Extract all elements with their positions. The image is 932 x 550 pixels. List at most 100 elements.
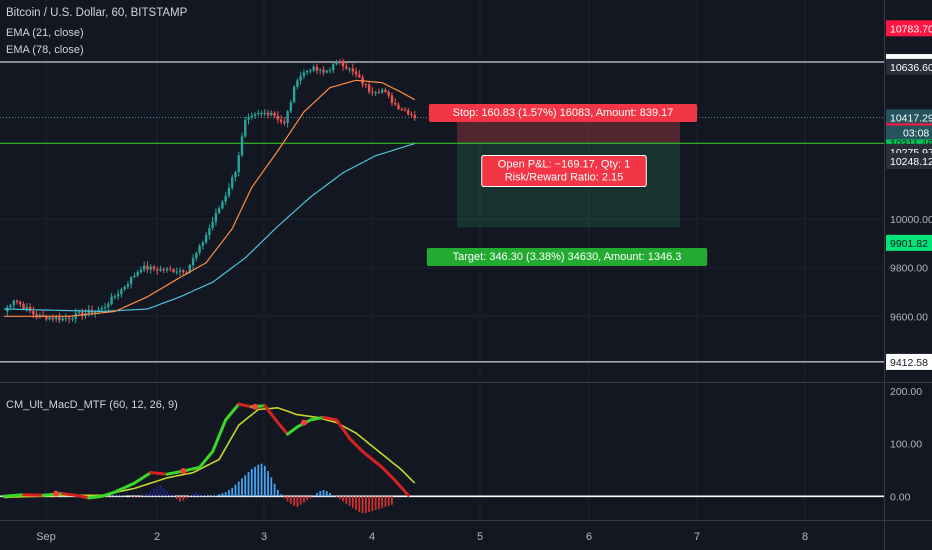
countdown-bg: [886, 125, 932, 140]
price-tag: 10783.70: [886, 20, 932, 37]
ema78-legend[interactable]: EMA (78, close): [6, 44, 84, 56]
histogram-bar: [254, 466, 256, 497]
candle-body: [325, 70, 328, 73]
price-tag: 9412.58: [886, 353, 932, 370]
candle: [165, 266, 169, 273]
candle-body: [289, 102, 293, 112]
candle-body: [169, 268, 172, 270]
histogram-bar: [387, 496, 390, 506]
candle-body: [103, 306, 107, 309]
histogram-bar: [374, 496, 377, 510]
oscillator-legend[interactable]: CM_Ult_MacD_MTF (60, 12, 26, 9): [6, 399, 178, 411]
candle: [51, 314, 55, 322]
time-label: 6: [586, 531, 592, 543]
candle-body: [224, 195, 227, 202]
price-tag-bg: [886, 234, 932, 251]
candle: [231, 174, 234, 191]
cross-dot: [53, 490, 60, 497]
candle: [354, 67, 358, 78]
candle: [227, 183, 231, 198]
candle: [133, 272, 136, 279]
candle-body: [231, 177, 234, 188]
candle: [351, 63, 355, 76]
candle-body: [191, 258, 195, 266]
histogram-bar: [286, 496, 289, 502]
price-tag-text: 9901.82: [890, 238, 928, 250]
histogram-bar: [381, 496, 384, 508]
candle-body: [276, 115, 280, 120]
candle: [260, 110, 263, 118]
candle-body: [61, 318, 64, 321]
histogram-bar: [228, 489, 230, 497]
countdown-tag: 03:08: [886, 125, 932, 140]
target-label-bg: [426, 248, 708, 266]
candle: [286, 109, 289, 128]
histogram-bar: [267, 471, 269, 497]
histogram-bar: [345, 496, 348, 504]
candle-body: [358, 74, 361, 78]
price-tick: 9800.00: [890, 263, 928, 275]
candle-body: [266, 112, 270, 116]
candle-body: [214, 212, 218, 222]
histogram-bar: [342, 496, 344, 502]
candle: [100, 305, 103, 314]
histogram-bar: [260, 463, 263, 497]
candle-body: [270, 112, 273, 116]
histogram-bar: [371, 496, 374, 512]
price-tag: 10636.60: [886, 58, 932, 75]
histogram-bar: [140, 495, 142, 497]
osc-tick: 200.00: [890, 386, 922, 398]
candle: [15, 299, 19, 305]
candle-body: [208, 228, 211, 236]
histogram-bar: [270, 477, 273, 497]
candle-body: [94, 311, 97, 314]
candle: [283, 117, 286, 126]
candle: [371, 87, 374, 96]
histogram-bar: [303, 496, 305, 503]
histogram-bar: [224, 492, 227, 497]
candle-body: [28, 306, 32, 311]
candle: [390, 92, 394, 106]
ema21-legend[interactable]: EMA (21, close): [6, 27, 84, 39]
histogram-bar: [355, 496, 357, 510]
candle-body: [374, 92, 377, 94]
candle-body: [113, 296, 117, 298]
price-tick: 9600.00: [890, 311, 928, 323]
stop-label-bg: [428, 104, 698, 122]
candle: [149, 263, 152, 274]
histogram-bar: [175, 496, 178, 499]
candle: [413, 110, 416, 121]
price-tag-bg: [886, 58, 932, 75]
candle: [325, 69, 328, 74]
histogram-bar: [335, 496, 338, 498]
candle: [400, 107, 403, 111]
candle-body: [77, 312, 81, 314]
candle-body: [390, 95, 394, 103]
candle-body: [107, 304, 110, 307]
cross-dot: [180, 468, 187, 475]
candle-body: [348, 68, 351, 70]
candle: [198, 243, 201, 256]
candle-body: [58, 317, 61, 321]
histogram-bar: [133, 496, 136, 498]
histogram-bar: [368, 496, 371, 513]
osc-tick: 0.00: [890, 491, 911, 503]
symbol-title[interactable]: Bitcoin / U.S. Dollar, 60, BITSTAMP: [6, 7, 188, 19]
histogram-bar: [309, 496, 312, 499]
candle-body: [286, 111, 289, 124]
price-tag: 9901.82: [886, 234, 932, 251]
candle-body: [309, 70, 312, 72]
candle: [250, 112, 253, 120]
histogram-bar: [316, 493, 318, 497]
histogram-bar: [273, 483, 276, 497]
candle: [270, 110, 273, 117]
candle: [397, 102, 400, 111]
candle-body: [172, 269, 175, 273]
candle: [380, 87, 384, 95]
candle: [221, 199, 224, 210]
histogram-bar: [123, 495, 126, 497]
candle-body: [211, 221, 214, 229]
histogram-bar: [325, 491, 328, 497]
